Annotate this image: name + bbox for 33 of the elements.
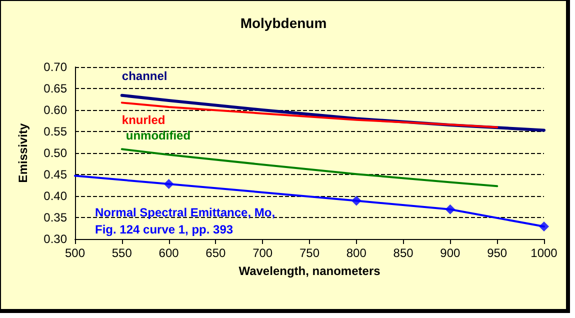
x-axis-title: Wavelength, nanometers: [238, 264, 381, 278]
series-label: Normal Spectral Emittance, Mo, Fig. 124 curve 1, pp. 393: [95, 205, 276, 236]
x-tick-label: 650: [206, 246, 226, 260]
x-tick-label: 750: [299, 246, 320, 260]
y-tick-label: 0.70: [44, 60, 68, 74]
x-tick-label: 900: [440, 246, 461, 260]
series-label: channel: [122, 68, 168, 83]
y-tick-label: 0.40: [44, 189, 68, 203]
point: [539, 222, 549, 232]
y-tick-label: 0.60: [44, 103, 68, 117]
line-series: [120, 148, 498, 188]
y-tick-label: 0.45: [44, 168, 68, 182]
series-label: knurled: [122, 113, 166, 128]
point: [164, 178, 174, 189]
series-label: unmodified: [126, 128, 191, 143]
line-series: [120, 102, 498, 128]
x-tick-label: 950: [487, 246, 508, 260]
y-tick-label: 0.65: [44, 82, 68, 96]
x-tick-label: 550: [112, 246, 132, 260]
y-tick-label: 0.30: [44, 232, 68, 246]
y-tick-label: 0.35: [44, 210, 68, 224]
chart-title: Molybdenum: [240, 15, 327, 31]
x-tick-label: 700: [252, 246, 273, 260]
y-tick-label: 0.55: [44, 124, 68, 138]
point: [351, 196, 362, 206]
x-tick-label: 850: [393, 246, 414, 260]
y-axis-title: Emissivity: [16, 122, 30, 183]
x-tick-label: 600: [158, 246, 180, 260]
x-tick-label: 1000: [530, 246, 558, 260]
x-tick-label: 800: [346, 246, 367, 260]
y-tick-label: 0.50: [44, 146, 68, 160]
x-tick-label: 500: [64, 246, 86, 260]
point: [445, 204, 456, 214]
